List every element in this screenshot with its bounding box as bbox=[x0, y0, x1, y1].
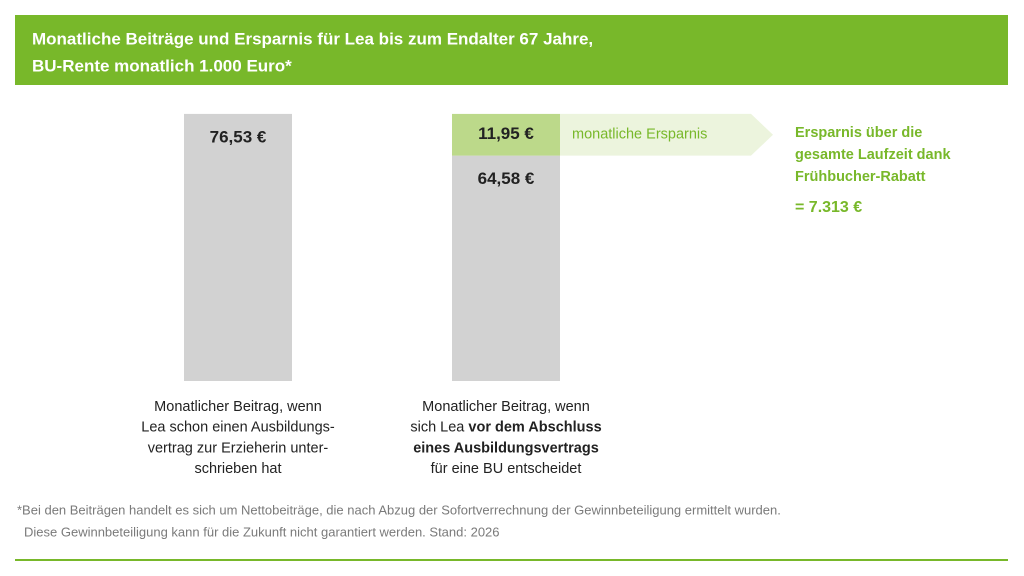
value-label: 76,53 € bbox=[210, 127, 267, 146]
annotation: Frühbucher-Rabatt bbox=[795, 169, 926, 185]
value-label: 11,95 € bbox=[478, 124, 534, 143]
caption-part: sich Lea bbox=[410, 420, 468, 436]
bar-segment bbox=[184, 113, 292, 381]
header-band bbox=[15, 15, 1008, 85]
bar-caption: Monatlicher Beitrag, wenn bbox=[422, 399, 590, 415]
bar-segment bbox=[452, 155, 560, 381]
caption-part: vor dem Abschluss bbox=[468, 420, 601, 436]
bar-caption: vertrag zur Erzieherin unter- bbox=[148, 440, 329, 456]
chart-title: BU-Rente monatlich 1.000 Euro* bbox=[32, 56, 292, 75]
total-saving: = 7.313 € bbox=[795, 199, 862, 216]
chart-title: Monatliche Beiträge und Ersparnis für Le… bbox=[32, 29, 593, 48]
bar-caption: eines Ausbildungsvertrags bbox=[413, 440, 599, 456]
bar-caption: Monatlicher Beitrag, wenn bbox=[154, 399, 322, 415]
bar-caption: Lea schon einen Ausbildungs- bbox=[141, 420, 335, 436]
caption-part: für eine BU entscheidet bbox=[431, 461, 582, 477]
bar-caption: für eine BU entscheidet bbox=[431, 461, 582, 477]
caption-part: schrieben hat bbox=[194, 461, 281, 477]
annotation: gesamte Laufzeit dank bbox=[795, 147, 951, 163]
savings-arrow bbox=[560, 113, 773, 156]
caption-part: eines Ausbildungsvertrags bbox=[413, 440, 599, 456]
caption-part: vertrag zur Erzieherin unter- bbox=[148, 440, 329, 456]
bar-segment bbox=[452, 113, 560, 156]
footnote: Diese Gewinnbeteiligung kann für die Zuk… bbox=[24, 524, 500, 539]
bar-caption: sich Lea vor dem Abschluss bbox=[410, 420, 601, 436]
value-label: 64,58 € bbox=[478, 169, 535, 188]
caption-part: Monatlicher Beitrag, wenn bbox=[422, 399, 590, 415]
bar-caption: schrieben hat bbox=[194, 461, 281, 477]
caption-part: Lea schon einen Ausbildungs- bbox=[141, 420, 335, 436]
caption-part: Monatlicher Beitrag, wenn bbox=[154, 399, 322, 415]
footnote: *Bei den Beiträgen handelt es sich um Ne… bbox=[17, 502, 781, 517]
annotation: Ersparnis über die bbox=[795, 125, 922, 141]
segment-name: monatliche Ersparnis bbox=[572, 127, 707, 143]
bottom-rule bbox=[15, 559, 1008, 561]
